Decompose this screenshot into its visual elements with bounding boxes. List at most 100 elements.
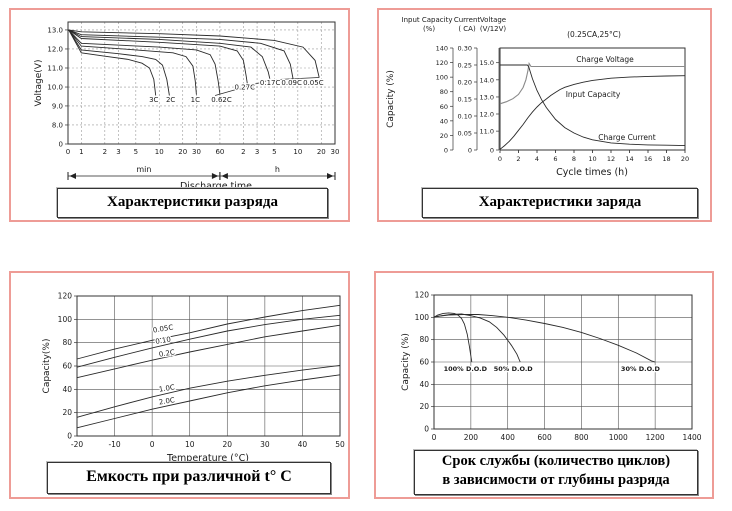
series-1-0c xyxy=(76,364,341,418)
svg-text:13.0: 13.0 xyxy=(47,26,63,34)
svg-text:3C: 3C xyxy=(149,96,158,104)
svg-text:12: 12 xyxy=(607,155,615,163)
svg-text:140: 140 xyxy=(436,45,448,53)
svg-text:0.27C: 0.27C xyxy=(234,83,255,91)
svg-text:10.0: 10.0 xyxy=(47,84,63,92)
svg-text:120: 120 xyxy=(436,59,448,67)
svg-text:2.0C: 2.0C xyxy=(158,396,175,406)
svg-text:2: 2 xyxy=(241,148,245,156)
svg-text:50: 50 xyxy=(335,440,345,449)
svg-text:0.05C: 0.05C xyxy=(152,323,174,334)
svg-text:0: 0 xyxy=(444,147,448,155)
svg-text:Voltage(V): Voltage(V) xyxy=(34,60,44,107)
svg-text:30% D.O.D: 30% D.O.D xyxy=(621,365,661,373)
svg-text:9.0: 9.0 xyxy=(52,102,63,110)
svg-text:100% D.O.D: 100% D.O.D xyxy=(444,365,488,373)
svg-text:(V/12V): (V/12V) xyxy=(480,25,507,33)
svg-text:0: 0 xyxy=(468,147,472,155)
svg-text:16: 16 xyxy=(644,155,652,163)
svg-text:100: 100 xyxy=(58,315,73,324)
svg-text:30: 30 xyxy=(260,440,270,449)
svg-text:0.17C: 0.17C xyxy=(260,79,281,87)
cycle-life-caption: Срок службы (количество циклов) в зависи… xyxy=(414,450,698,495)
svg-text:400: 400 xyxy=(501,433,516,442)
charge-caption: Характеристики заряда xyxy=(422,188,698,218)
svg-text:0.05: 0.05 xyxy=(458,130,472,138)
svg-text:Capacity(%): Capacity(%) xyxy=(42,339,52,394)
series-1c xyxy=(68,29,197,95)
svg-text:60: 60 xyxy=(419,358,429,367)
svg-text:0.10: 0.10 xyxy=(458,113,472,121)
svg-text:8: 8 xyxy=(572,155,576,163)
svg-text:14.0: 14.0 xyxy=(480,76,494,84)
svg-text:1400: 1400 xyxy=(682,433,701,442)
svg-text:80: 80 xyxy=(62,338,72,347)
svg-text:0.2C: 0.2C xyxy=(158,348,175,358)
svg-text:0.15: 0.15 xyxy=(458,96,472,104)
svg-text:15.0: 15.0 xyxy=(480,59,494,67)
svg-text:20: 20 xyxy=(223,440,233,449)
svg-text:1C: 1C xyxy=(191,96,200,104)
svg-text:120: 120 xyxy=(415,291,430,300)
svg-text:200: 200 xyxy=(464,433,479,442)
temperature-capacity-chart: -20 -10 0 10 20 30 40 50 0 20 40 60 80 100 120 0.05C 0.1… xyxy=(42,292,345,465)
svg-text:Charge Current: Charge Current xyxy=(598,133,656,142)
svg-text:50% D.O.D: 50% D.O.D xyxy=(494,365,534,373)
svg-text:11.0: 11.0 xyxy=(480,128,494,136)
svg-text:600: 600 xyxy=(537,433,552,442)
svg-text:5: 5 xyxy=(134,148,138,156)
svg-text:0.05C: 0.05C xyxy=(303,79,324,87)
svg-text:0: 0 xyxy=(150,440,155,449)
svg-text:12.0: 12.0 xyxy=(47,45,63,53)
svg-text:min: min xyxy=(136,165,151,174)
svg-text:80: 80 xyxy=(440,88,448,96)
svg-text:-10: -10 xyxy=(108,440,120,449)
series-charge-current xyxy=(500,64,686,147)
svg-text:60: 60 xyxy=(440,103,448,111)
cycle-life-caption-line2: в зависимости от глубины разряда xyxy=(442,472,670,489)
svg-text:0: 0 xyxy=(490,147,494,155)
svg-text:0: 0 xyxy=(67,432,72,441)
svg-text:20: 20 xyxy=(440,132,448,140)
svg-text:40: 40 xyxy=(298,440,308,449)
svg-text:20: 20 xyxy=(178,148,187,156)
cycle-life-caption-line1: Срок службы (количество циклов) xyxy=(441,453,671,469)
svg-text:(0.25CA,25°C): (0.25CA,25°C) xyxy=(567,30,621,39)
svg-text:Cycle times (h): Cycle times (h) xyxy=(556,167,628,178)
svg-text:2: 2 xyxy=(103,148,107,156)
svg-text:5: 5 xyxy=(272,148,276,156)
svg-text:18: 18 xyxy=(662,155,670,163)
svg-text:0: 0 xyxy=(66,148,70,156)
svg-text:Temperature (°C): Temperature (°C) xyxy=(166,453,249,464)
svg-text:8.0: 8.0 xyxy=(52,121,63,129)
svg-text:100: 100 xyxy=(436,74,448,82)
svg-text:10: 10 xyxy=(588,155,596,163)
svg-text:(%): (%) xyxy=(423,25,435,33)
svg-text:Current: Current xyxy=(454,16,481,24)
svg-text:Discharge time: Discharge time xyxy=(180,181,252,192)
series-input-capacity xyxy=(499,75,686,150)
temperature-caption: Емкость при различной t° C xyxy=(47,462,331,494)
svg-text:60: 60 xyxy=(215,148,224,156)
svg-text:0: 0 xyxy=(59,141,63,149)
svg-text:1.0C: 1.0C xyxy=(158,383,175,393)
svg-text:20: 20 xyxy=(681,155,689,163)
svg-text:12.0: 12.0 xyxy=(480,110,494,118)
series-charge-voltage xyxy=(499,61,685,105)
series-2c xyxy=(68,29,170,96)
svg-text:800: 800 xyxy=(574,433,589,442)
svg-text:11.0: 11.0 xyxy=(47,64,63,72)
svg-text:0.25: 0.25 xyxy=(458,62,472,70)
svg-text:0: 0 xyxy=(498,155,502,163)
svg-text:Input Capacity: Input Capacity xyxy=(402,16,453,24)
series-0-2c xyxy=(76,324,341,379)
svg-text:40: 40 xyxy=(62,385,72,394)
svg-text:1200: 1200 xyxy=(646,433,665,442)
svg-text:Input Capacity: Input Capacity xyxy=(566,90,621,99)
svg-text:0.62C: 0.62C xyxy=(211,96,232,104)
svg-text:0.30: 0.30 xyxy=(458,45,472,53)
discharge-characteristics-chart: 0 1 2 3 5 10 20 30 60 2 3 5 10 20 30 0 8.0 9.0 10.0 11.0 12.… xyxy=(34,21,340,192)
svg-text:13.0: 13.0 xyxy=(480,93,494,101)
svg-text:0: 0 xyxy=(424,425,429,434)
svg-text:30: 30 xyxy=(331,148,340,156)
